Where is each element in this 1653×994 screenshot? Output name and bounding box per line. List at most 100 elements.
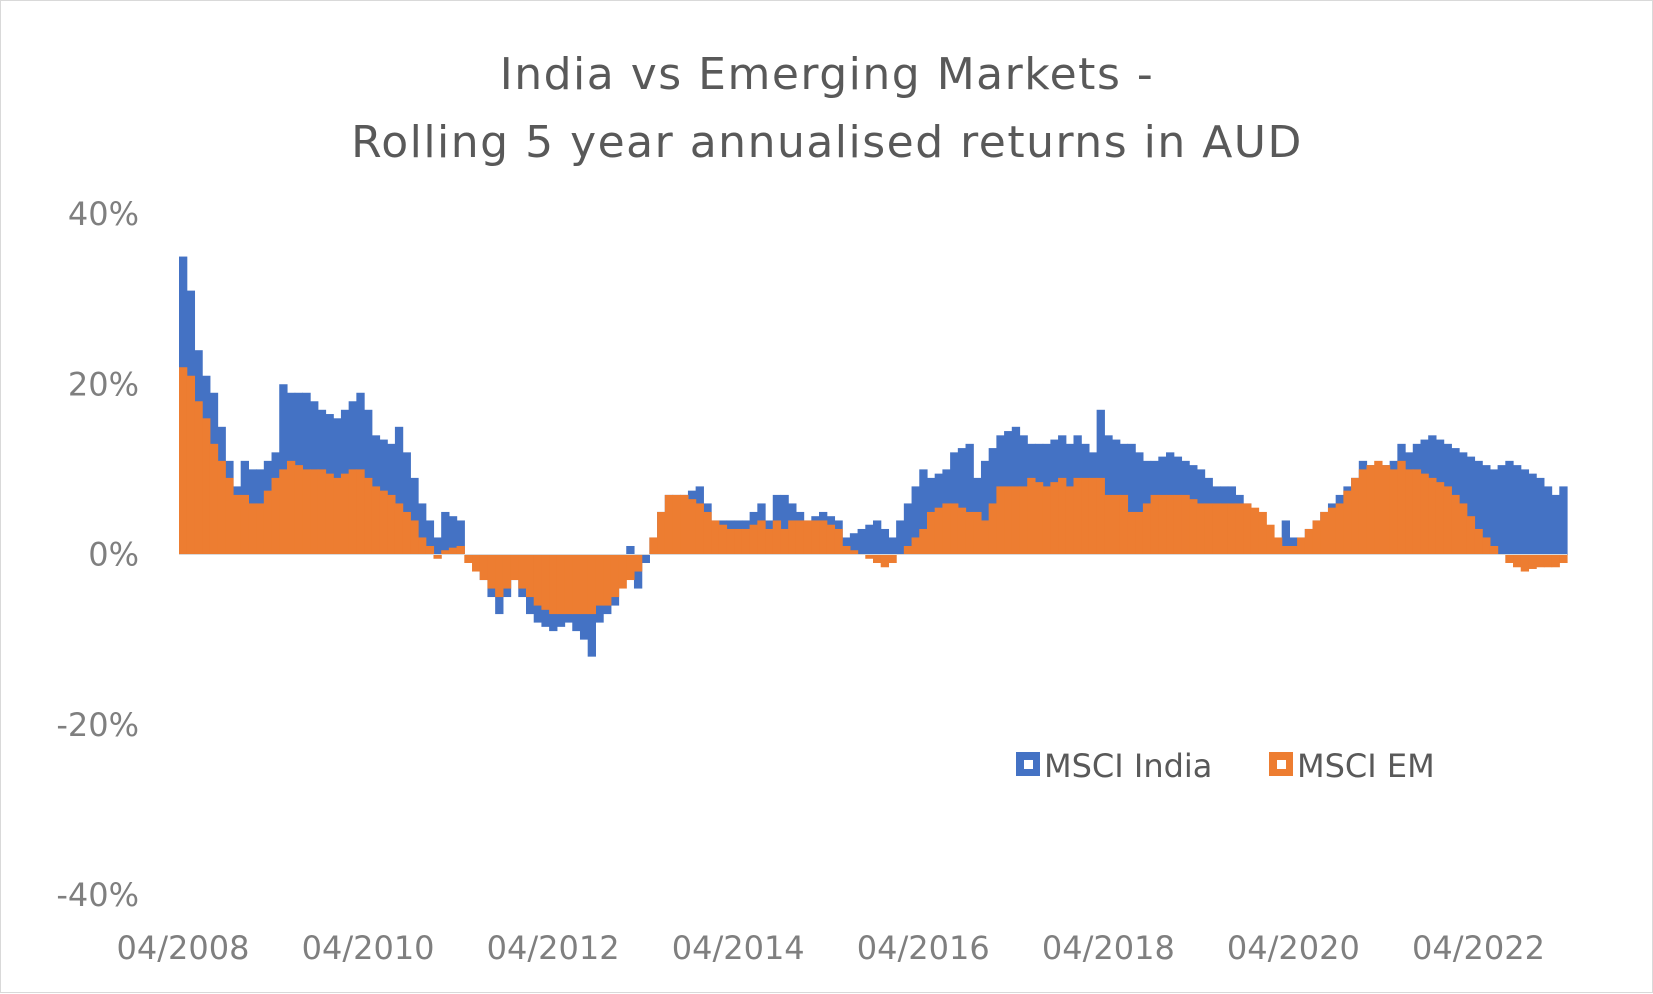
bar-msci-em: MSCI EM 02/2011: 0.5% (441, 550, 450, 555)
bar-msci-em: MSCI EM 01/2018: 9% (1081, 477, 1090, 555)
bar-msci-em: MSCI EM 11/2013: 6% (695, 503, 704, 555)
bar-msci-india: MSCI India 12/2015: 2% (888, 537, 897, 555)
bar-msci-em: MSCI EM 04/2010: 9% (364, 477, 373, 555)
bar-msci-em: MSCI EM 08/2022: -1% (1505, 554, 1514, 564)
bar-msci-em: MSCI EM 07/2012: -7% (572, 554, 581, 615)
bar-msci-india: MSCI India 01/2023: 8% (1543, 486, 1553, 555)
bar-msci-india: MSCI India 01/2011: 2% (433, 537, 442, 555)
bar-msci-em: MSCI EM 08/2012: -7% (579, 554, 589, 615)
bar-msci-em: MSCI EM 04/2020: 1% (1289, 545, 1298, 555)
bar-msci-india: MSCI India 12/2022: 9% (1536, 477, 1545, 555)
bar-msci-em: MSCI EM 09/2022: -1.5% (1513, 554, 1522, 568)
bar-msci-em: MSCI EM 02/2009: 6% (256, 503, 265, 555)
bar-msci-em: MSCI EM 06/2022: 1% (1489, 545, 1499, 555)
bar-msci-em: MSCI EM 09/2020: 5.5% (1327, 507, 1337, 555)
bar-msci-em: MSCI EM 12/2019: 5% (1258, 511, 1267, 555)
bar-msci-india: MSCI India 10/2014: 7% (780, 494, 789, 555)
bar-msci-em: MSCI EM 11/2019: 5.5% (1250, 507, 1260, 555)
bar-msci-em: MSCI EM 07/2021: 10% (1405, 469, 1414, 555)
bar-msci-india: MSCI India 03/2022: 11.5% (1466, 456, 1476, 555)
bar-msci-em: MSCI EM 03/2009: 7.5% (263, 490, 273, 555)
bar-msci-em: MSCI EM 09/2009: 10% (310, 469, 319, 555)
series-msci-india: MSCI India 04/2008: 35%MSCI India 05/200… (179, 256, 1568, 657)
bar-msci-em: MSCI EM 12/2014: 4% (795, 520, 805, 555)
bar-msci-india: MSCI India 08/2022: 11% (1505, 460, 1514, 555)
y-tick-label: -20% (56, 706, 139, 744)
bar-msci-em: MSCI EM 11/2016: 5% (973, 511, 982, 555)
bar-msci-em: MSCI EM 05/2009: 10% (279, 469, 288, 555)
x-tick-label: 04/2014 (672, 929, 805, 967)
bar-msci-em: MSCI EM 05/2018: 7% (1112, 494, 1121, 555)
bar-msci-india: MSCI India 09/2016: 12.5% (957, 448, 967, 555)
bar-msci-em: MSCI EM 10/2012: -6% (595, 554, 604, 606)
bar-msci-em: MSCI EM 05/2022: 2% (1482, 537, 1491, 555)
bar-msci-em: MSCI EM 11/2010: 2% (418, 537, 427, 555)
bar-msci-em: MSCI EM 10/2008: 9% (225, 477, 234, 555)
bar-msci-em: MSCI EM 05/2013: 2% (649, 537, 658, 555)
bar-msci-em: MSCI EM 10/2014: 3% (780, 528, 789, 555)
bar-msci-em: MSCI EM 11/2015: -1.5% (880, 554, 890, 568)
bar-msci-em: MSCI EM 11/2017: 8% (1065, 486, 1075, 555)
bar-msci-em: MSCI EM 08/2016: 6% (950, 503, 959, 555)
bar-msci-em: MSCI EM 08/2019: 6% (1227, 503, 1237, 555)
bar-msci-em: MSCI EM 09/2015: -0.5% (865, 554, 874, 559)
bar-msci-em: MSCI EM 12/2021: 8% (1443, 486, 1452, 555)
bar-msci-india: MSCI India 07/2018: 13% (1127, 443, 1136, 555)
bar-msci-em: MSCI EM 08/2013: 7% (672, 494, 681, 555)
bar-msci-em: MSCI EM 10/2022: -2% (1520, 554, 1530, 572)
bar-msci-india: MSCI India 11/2010: 6% (418, 503, 427, 555)
y-tick-label: 40% (68, 195, 139, 233)
x-tick-label: 04/2020 (1227, 929, 1360, 967)
bar-msci-em: MSCI EM 04/2011: 1% (456, 545, 465, 555)
bar-msci-em: MSCI EM 04/2014: 3% (734, 528, 743, 555)
legend-label-msci-em: MSCI EM (1297, 747, 1435, 785)
bar-msci-em: MSCI EM 10/2016: 5% (965, 511, 974, 555)
bar-msci-india: MSCI India 02/2022: 12% (1459, 452, 1468, 555)
bar-msci-em: MSCI EM 01/2017: 6% (988, 503, 997, 555)
bar-msci-em: MSCI EM 08/2008: 13% (209, 443, 219, 555)
bar-msci-india: MSCI India 04/2022: 11% (1474, 460, 1483, 555)
bar-msci-em: MSCI EM 12/2008: 7% (240, 494, 249, 555)
bar-msci-em: MSCI EM 06/2017: 9% (1027, 477, 1036, 555)
bar-msci-em: MSCI EM 07/2020: 4% (1312, 520, 1321, 555)
bar-msci-india: MSCI India 05/2022: 10.5% (1482, 465, 1491, 555)
bar-msci-em: MSCI EM 12/2010: 1% (425, 545, 435, 555)
x-tick-label: 04/2008 (117, 929, 250, 967)
bar-msci-india: MSCI India 05/2009: 20% (279, 384, 288, 555)
bar-msci-em: MSCI EM 02/2014: 3.5% (718, 524, 728, 555)
bar-msci-india: MSCI India 10/2016: 13% (965, 443, 974, 555)
bar-msci-em: MSCI EM 01/2011: -0.5% (433, 554, 442, 559)
chart-title-line-2: Rolling 5 year annualised returns in AUD (351, 117, 1303, 168)
bar-msci-em: MSCI EM 03/2011: 0.8% (448, 547, 458, 555)
bar-msci-em: MSCI EM 06/2012: -7% (564, 554, 573, 615)
bar-msci-india: MSCI India 04/2020: 2% (1289, 537, 1298, 555)
bar-msci-em: MSCI EM 07/2018: 5% (1127, 511, 1136, 555)
bar-msci-em: MSCI EM 03/2015: 4% (819, 520, 828, 555)
bar-msci-em: MSCI EM 03/2018: 9% (1096, 477, 1105, 555)
bar-msci-em: MSCI EM 11/2022: -1.7% (1528, 554, 1537, 569)
bar-msci-em: MSCI EM 01/2013: -4% (618, 554, 627, 589)
x-tick-label: 04/2018 (1042, 929, 1175, 967)
bar-msci-em: MSCI EM 11/2008: 7% (232, 494, 242, 555)
bar-msci-india: MSCI India 09/2015: 3.5% (865, 524, 874, 555)
bar-msci-india: MSCI India 10/2022: 10% (1520, 469, 1530, 555)
bar-msci-em: MSCI EM 04/2022: 3% (1474, 528, 1483, 555)
bar-msci-em: MSCI EM 03/2014: 3% (726, 528, 735, 555)
bar-msci-em: MSCI EM 05/2012: -7% (556, 554, 566, 615)
bar-msci-em: MSCI EM 08/2018: 5% (1135, 511, 1144, 555)
bar-msci-em: MSCI EM 04/2021: 10.5% (1381, 465, 1391, 555)
bar-msci-em: MSCI EM 05/2014: 3% (741, 528, 751, 555)
bar-msci-em: MSCI EM 08/2010: 6% (394, 503, 404, 555)
bar-msci-em: MSCI EM 02/2016: 1% (903, 545, 913, 555)
bar-msci-em: MSCI EM 06/2010: 7.5% (379, 490, 388, 555)
y-axis-ticks: 40% 20% 0% -20% -40% (56, 195, 139, 914)
bar-msci-em: MSCI EM 02/2019: 7% (1181, 494, 1190, 555)
legend-label-msci-india: MSCI India (1044, 747, 1212, 785)
bar-msci-em: MSCI EM 03/2020: 1% (1281, 545, 1290, 555)
bar-msci-em: MSCI EM 01/2010: 9.5% (340, 473, 350, 555)
bar-msci-em: MSCI EM 05/2008: 21% (186, 375, 196, 555)
bar-msci-em: MSCI EM 09/2021: 9.5% (1420, 473, 1429, 555)
bar-msci-em: MSCI EM 01/2020: 3.5% (1266, 524, 1275, 555)
bar-msci-em: MSCI EM 09/2016: 5.5% (957, 507, 967, 555)
